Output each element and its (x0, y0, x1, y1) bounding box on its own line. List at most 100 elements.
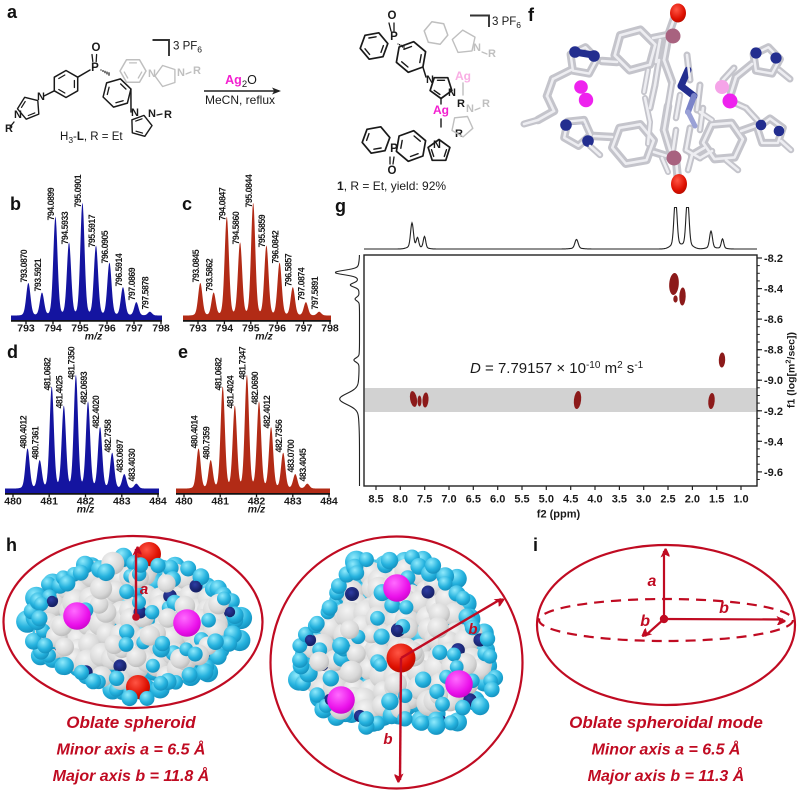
svg-text:3 PF6: 3 PF6 (492, 16, 521, 30)
svg-text:793.0870: 793.0870 (19, 249, 29, 282)
svg-text:-9.4: -9.4 (764, 436, 784, 448)
svg-text:3.0: 3.0 (636, 494, 651, 506)
svg-text:a: a (7, 2, 18, 22)
svg-text:482.7356: 482.7356 (274, 419, 284, 452)
svg-text:482.0690: 482.0690 (250, 371, 260, 404)
svg-text:O: O (388, 10, 397, 22)
svg-text:1.5: 1.5 (709, 494, 724, 506)
svg-text:O: O (92, 42, 101, 54)
svg-text:Oblate spheroid: Oblate spheroid (66, 713, 196, 732)
svg-text:h: h (6, 535, 17, 555)
svg-text:483.4045: 483.4045 (298, 448, 308, 481)
svg-text:f1 (log[m2/sec]): f1 (log[m2/sec]) (783, 332, 798, 408)
svg-text:2.0: 2.0 (685, 494, 700, 506)
svg-text:O: O (388, 165, 397, 177)
svg-text:482.4020: 482.4020 (91, 395, 101, 428)
svg-text:7.0: 7.0 (441, 494, 456, 506)
svg-text:481: 481 (211, 496, 229, 508)
svg-text:796.0905: 796.0905 (100, 230, 110, 263)
svg-text:796: 796 (98, 323, 116, 335)
svg-text:795: 795 (242, 323, 260, 335)
svg-text:N: N (426, 74, 434, 86)
svg-text:N: N (14, 109, 22, 121)
svg-text:b: b (719, 600, 729, 617)
svg-text:5.0: 5.0 (539, 494, 554, 506)
svg-text:g: g (335, 196, 346, 216)
svg-text:N: N (148, 68, 156, 80)
svg-text:Ag2O: Ag2O (225, 73, 257, 90)
svg-text:N: N (148, 108, 156, 120)
svg-text:481.4024: 481.4024 (226, 375, 236, 408)
svg-text:797: 797 (295, 323, 313, 335)
svg-text:797.5878: 797.5878 (141, 276, 151, 309)
svg-text:a: a (140, 581, 148, 598)
svg-text:Minor axis a = 6.5 Å: Minor axis a = 6.5 Å (592, 740, 741, 759)
svg-text:3 PF6: 3 PF6 (173, 41, 202, 55)
svg-text:793: 793 (189, 323, 207, 335)
svg-text:b: b (640, 613, 650, 630)
svg-text:794.0899: 794.0899 (46, 187, 56, 220)
svg-text:796.5914: 796.5914 (114, 253, 124, 286)
svg-text:795.5859: 795.5859 (257, 214, 267, 247)
svg-text:m/z: m/z (248, 504, 266, 516)
svg-text:N: N (177, 67, 185, 79)
svg-text:N: N (131, 107, 139, 119)
svg-text:-9.0: -9.0 (764, 375, 783, 387)
svg-text:481.7350: 481.7350 (67, 346, 77, 379)
svg-text:4.0: 4.0 (587, 494, 602, 506)
svg-text:481.0682: 481.0682 (214, 357, 224, 390)
svg-text:Minor axis a = 6.5 Å: Minor axis a = 6.5 Å (57, 740, 206, 759)
svg-text:796.0842: 796.0842 (270, 230, 280, 263)
svg-text:R: R (482, 98, 490, 110)
svg-text:796.5857: 796.5857 (284, 253, 294, 286)
svg-text:793.5921: 793.5921 (33, 258, 43, 291)
svg-text:481.4025: 481.4025 (55, 375, 65, 408)
svg-text:Ag: Ag (433, 103, 449, 117)
svg-text:N: N (448, 87, 456, 99)
svg-text:Major axis b = 11.3 Å: Major axis b = 11.3 Å (588, 766, 745, 785)
svg-text:5.5: 5.5 (514, 494, 529, 506)
svg-text:D = 7.79157 × 10-10 m2 s-1: D = 7.79157 × 10-10 m2 s-1 (470, 360, 644, 378)
svg-text:b: b (10, 194, 21, 214)
svg-text:d: d (7, 342, 18, 362)
svg-text:P: P (390, 143, 398, 155)
svg-text:483.0697: 483.0697 (115, 439, 125, 472)
svg-text:6.5: 6.5 (466, 494, 481, 506)
svg-text:483.0700: 483.0700 (286, 439, 296, 472)
svg-text:3.5: 3.5 (612, 494, 627, 506)
svg-text:797.5891: 797.5891 (310, 276, 320, 309)
svg-text:Oblate spheroidal mode: Oblate spheroidal mode (569, 713, 763, 732)
svg-text:b: b (383, 731, 392, 748)
svg-text:7.5: 7.5 (417, 494, 432, 506)
svg-text:c: c (182, 194, 192, 214)
svg-text:797.0869: 797.0869 (127, 267, 137, 300)
svg-text:483: 483 (284, 496, 302, 508)
svg-text:MeCN, reflux: MeCN, reflux (205, 93, 275, 107)
svg-text:796: 796 (268, 323, 286, 335)
svg-text:2.5: 2.5 (660, 494, 675, 506)
svg-text:1, R = Et, yield: 92%: 1, R = Et, yield: 92% (337, 179, 446, 193)
svg-text:P: P (390, 31, 398, 43)
svg-text:-8.8: -8.8 (764, 345, 783, 357)
svg-text:8.5: 8.5 (368, 494, 383, 506)
svg-text:N: N (466, 103, 474, 115)
svg-text:R: R (5, 123, 13, 135)
svg-text:N: N (37, 91, 45, 103)
svg-text:e: e (178, 342, 188, 362)
svg-text:484: 484 (149, 496, 167, 508)
svg-text:797.0874: 797.0874 (297, 267, 307, 300)
svg-text:793.0845: 793.0845 (191, 249, 201, 282)
svg-text:480: 480 (4, 496, 22, 508)
svg-text:482.4012: 482.4012 (262, 395, 272, 428)
svg-text:794: 794 (44, 323, 62, 335)
svg-text:R: R (193, 65, 201, 77)
svg-text:481.0682: 481.0682 (43, 357, 53, 390)
svg-text:482.0693: 482.0693 (79, 371, 89, 404)
svg-text:f2 (ppm): f2 (ppm) (537, 509, 581, 521)
svg-text:793: 793 (17, 323, 35, 335)
svg-text:Ag: Ag (455, 69, 471, 83)
svg-text:m/z: m/z (255, 331, 273, 343)
svg-text:4.5: 4.5 (563, 494, 578, 506)
svg-text:795.5917: 795.5917 (87, 214, 97, 247)
svg-text:6.0: 6.0 (490, 494, 505, 506)
